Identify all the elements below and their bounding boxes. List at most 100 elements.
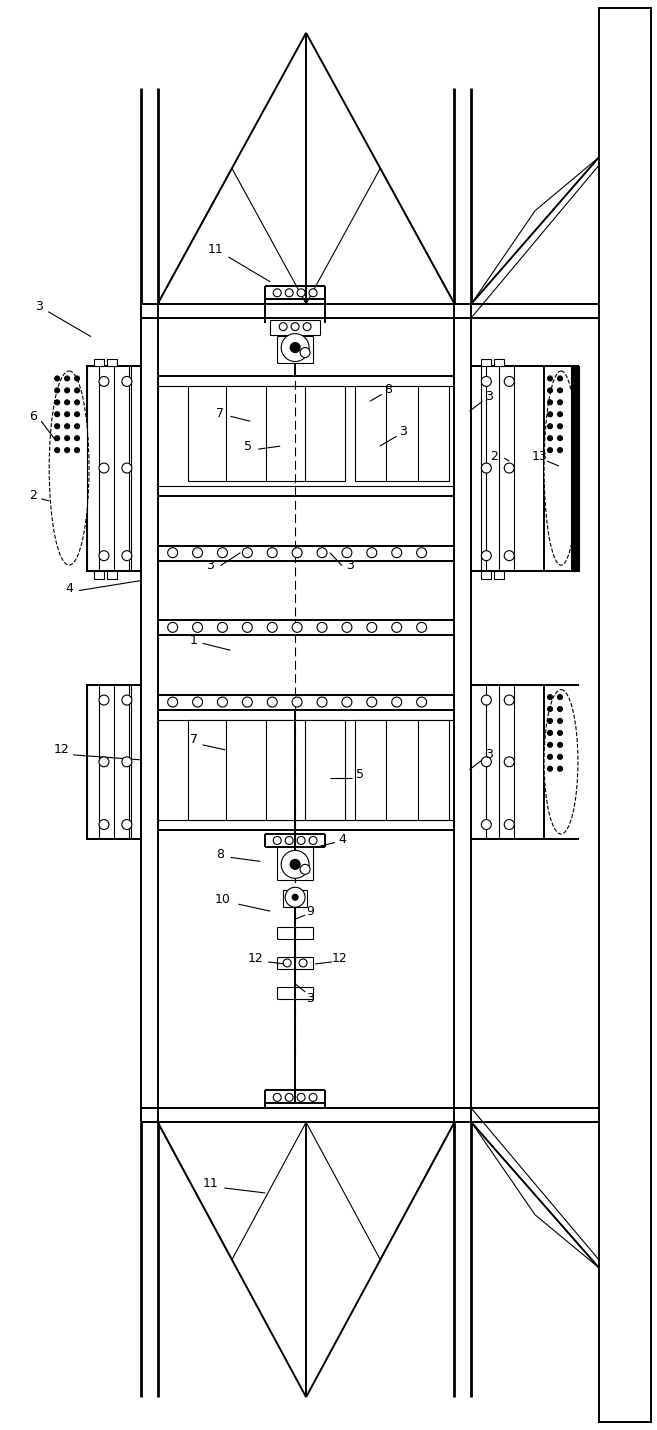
Text: 12: 12 <box>53 744 69 756</box>
Circle shape <box>217 548 227 558</box>
Circle shape <box>309 1094 317 1101</box>
Circle shape <box>309 289 317 297</box>
Circle shape <box>558 706 562 712</box>
Circle shape <box>99 756 109 766</box>
Text: 3: 3 <box>306 992 314 1005</box>
Circle shape <box>281 333 309 362</box>
Circle shape <box>317 696 327 706</box>
Circle shape <box>99 463 109 473</box>
Bar <box>94 571 104 579</box>
Circle shape <box>99 376 109 386</box>
Circle shape <box>281 851 309 878</box>
Bar <box>599 9 650 1421</box>
Ellipse shape <box>544 370 578 565</box>
Circle shape <box>482 695 491 705</box>
Text: 9: 9 <box>306 905 314 918</box>
Circle shape <box>292 894 298 901</box>
Bar <box>355 386 449 480</box>
Circle shape <box>242 548 252 558</box>
Circle shape <box>122 695 132 705</box>
Text: 11: 11 <box>208 243 223 256</box>
Text: 8: 8 <box>216 848 225 861</box>
Circle shape <box>273 837 281 845</box>
Circle shape <box>547 400 553 405</box>
Circle shape <box>55 400 60 405</box>
Circle shape <box>317 548 327 558</box>
Circle shape <box>547 388 553 393</box>
Circle shape <box>292 696 302 706</box>
Text: 5: 5 <box>244 439 252 453</box>
Text: 3: 3 <box>486 748 493 761</box>
Circle shape <box>558 718 562 724</box>
Bar <box>599 9 650 1421</box>
Circle shape <box>482 819 491 829</box>
Circle shape <box>279 323 287 330</box>
Text: 4: 4 <box>65 582 73 595</box>
Circle shape <box>558 742 562 748</box>
Circle shape <box>64 423 70 429</box>
Text: 2: 2 <box>490 449 498 462</box>
Circle shape <box>547 436 553 440</box>
Circle shape <box>558 436 562 440</box>
Circle shape <box>505 376 514 386</box>
Circle shape <box>300 347 310 358</box>
Circle shape <box>309 837 317 845</box>
Circle shape <box>482 376 491 386</box>
Circle shape <box>342 696 352 706</box>
Text: 12: 12 <box>332 952 348 965</box>
Circle shape <box>122 756 132 766</box>
Circle shape <box>122 551 132 561</box>
Text: 7: 7 <box>190 734 198 746</box>
Circle shape <box>168 622 177 632</box>
Circle shape <box>242 622 252 632</box>
Text: 3: 3 <box>486 390 493 403</box>
Circle shape <box>300 864 310 874</box>
Bar <box>494 571 505 579</box>
Circle shape <box>285 837 293 845</box>
Circle shape <box>64 400 70 405</box>
Bar <box>107 359 117 366</box>
Circle shape <box>267 622 277 632</box>
Circle shape <box>267 696 277 706</box>
Circle shape <box>558 400 562 405</box>
Circle shape <box>505 756 514 766</box>
Circle shape <box>392 548 401 558</box>
Circle shape <box>547 766 553 771</box>
Bar <box>107 571 117 579</box>
Circle shape <box>417 548 426 558</box>
Circle shape <box>273 1094 281 1101</box>
Circle shape <box>75 376 79 380</box>
Circle shape <box>505 695 514 705</box>
Circle shape <box>75 400 79 405</box>
Circle shape <box>273 289 281 297</box>
Circle shape <box>547 695 553 699</box>
Text: 7: 7 <box>216 406 225 420</box>
Circle shape <box>55 388 60 393</box>
Bar <box>87 366 141 571</box>
Circle shape <box>292 548 302 558</box>
Circle shape <box>558 755 562 759</box>
Circle shape <box>547 448 553 453</box>
Circle shape <box>122 463 132 473</box>
Circle shape <box>392 622 401 632</box>
Circle shape <box>505 819 514 829</box>
Circle shape <box>75 423 79 429</box>
Bar <box>188 386 345 480</box>
Circle shape <box>99 551 109 561</box>
Text: 6: 6 <box>30 410 37 423</box>
Circle shape <box>64 436 70 440</box>
Circle shape <box>64 376 70 380</box>
Circle shape <box>242 696 252 706</box>
Text: 13: 13 <box>532 449 547 462</box>
Circle shape <box>547 718 553 724</box>
Circle shape <box>55 423 60 429</box>
Text: 2: 2 <box>30 489 37 502</box>
Circle shape <box>291 323 299 330</box>
Circle shape <box>193 622 202 632</box>
Text: 5: 5 <box>356 768 364 781</box>
Circle shape <box>168 548 177 558</box>
Circle shape <box>317 622 327 632</box>
Bar <box>471 366 544 571</box>
Text: 3: 3 <box>206 559 214 572</box>
Circle shape <box>547 376 553 380</box>
